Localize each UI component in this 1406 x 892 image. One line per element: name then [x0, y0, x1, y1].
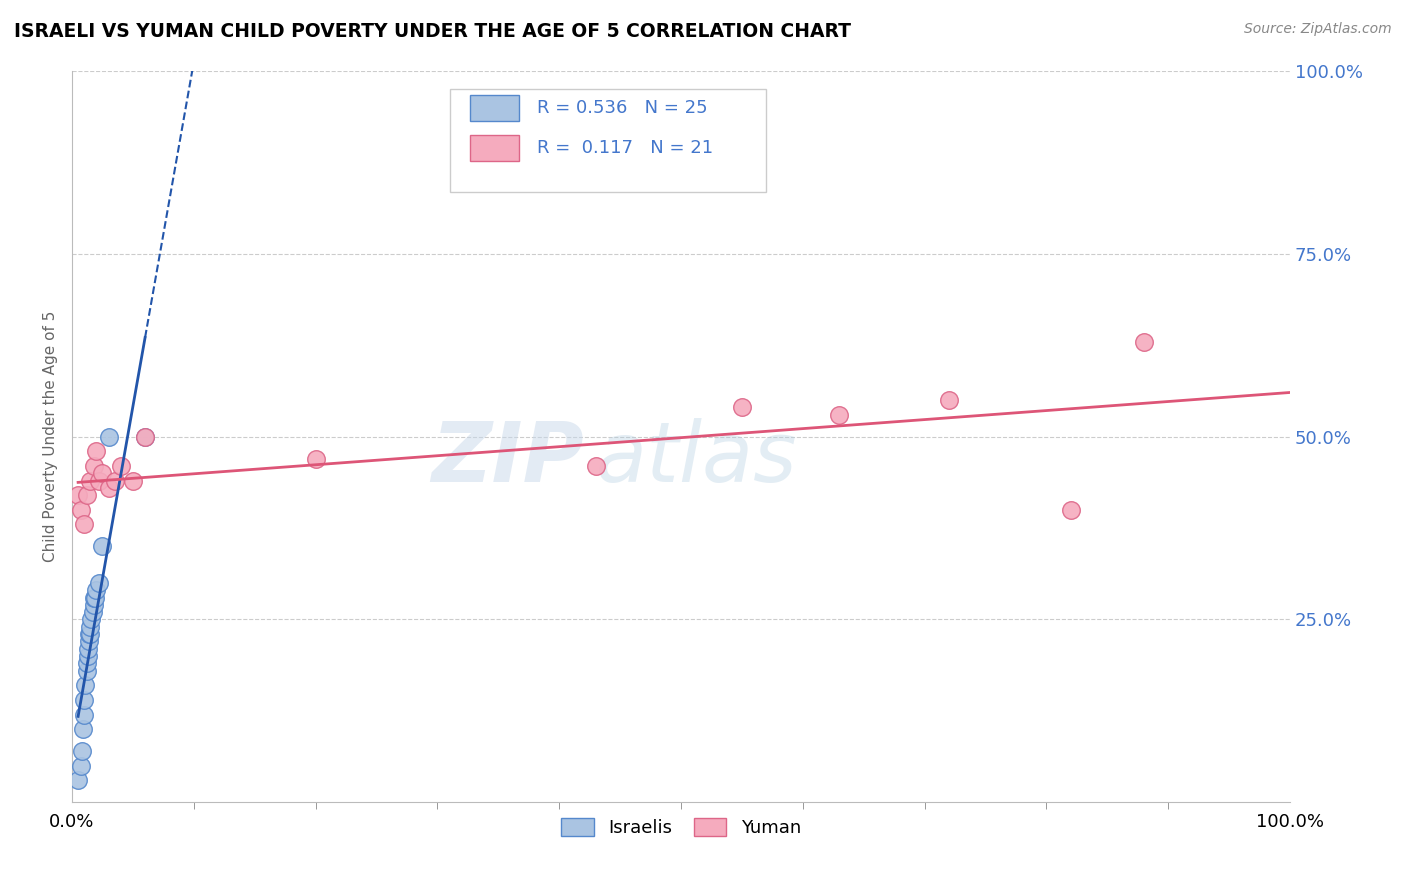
Point: [83, 598, 105, 612]
Point: [83, 458, 105, 473]
Point: [77, 634, 100, 648]
Text: atlas: atlas: [596, 418, 797, 500]
Point: [76, 664, 98, 678]
Point: [79, 474, 101, 488]
Point: [1060, 503, 1083, 517]
Point: [79, 627, 101, 641]
Point: [73, 707, 96, 722]
Point: [731, 401, 754, 415]
Point: [91, 467, 114, 481]
Point: [69, 758, 91, 772]
Point: [91, 539, 114, 553]
Point: [67, 488, 90, 502]
Point: [104, 474, 127, 488]
Text: R = 0.536   N = 25: R = 0.536 N = 25: [537, 99, 707, 117]
FancyBboxPatch shape: [470, 95, 519, 120]
Point: [83, 591, 105, 605]
Point: [86, 583, 108, 598]
Point: [82, 605, 104, 619]
Point: [77, 627, 100, 641]
Y-axis label: Child Poverty Under the Age of 5: Child Poverty Under the Age of 5: [44, 311, 58, 562]
Point: [1133, 334, 1156, 349]
Point: [304, 451, 326, 466]
Point: [75, 678, 97, 692]
Point: [76, 657, 98, 671]
Text: R =  0.117   N = 21: R = 0.117 N = 21: [537, 139, 713, 157]
Point: [76, 648, 98, 663]
Text: Source: ZipAtlas.com: Source: ZipAtlas.com: [1244, 22, 1392, 37]
Point: [76, 488, 98, 502]
Point: [87, 474, 110, 488]
Point: [134, 430, 156, 444]
Point: [828, 408, 851, 422]
Point: [938, 393, 960, 408]
Point: [80, 612, 103, 626]
Point: [87, 575, 110, 590]
Point: [73, 693, 96, 707]
Point: [73, 517, 96, 532]
Point: [79, 620, 101, 634]
Point: [70, 744, 93, 758]
Point: [97, 430, 120, 444]
Point: [110, 458, 132, 473]
Point: [72, 722, 94, 736]
FancyBboxPatch shape: [470, 136, 519, 161]
Point: [97, 481, 120, 495]
Point: [585, 458, 607, 473]
Point: [69, 503, 91, 517]
Point: [67, 773, 90, 788]
Point: [122, 474, 145, 488]
Text: ISRAELI VS YUMAN CHILD POVERTY UNDER THE AGE OF 5 CORRELATION CHART: ISRAELI VS YUMAN CHILD POVERTY UNDER THE…: [14, 22, 851, 41]
Text: ZIP: ZIP: [432, 418, 583, 500]
FancyBboxPatch shape: [450, 89, 766, 192]
Legend: Israelis, Yuman: Israelis, Yuman: [554, 811, 808, 845]
Point: [134, 430, 156, 444]
Point: [84, 591, 107, 605]
Point: [76, 641, 98, 656]
Point: [86, 444, 108, 458]
